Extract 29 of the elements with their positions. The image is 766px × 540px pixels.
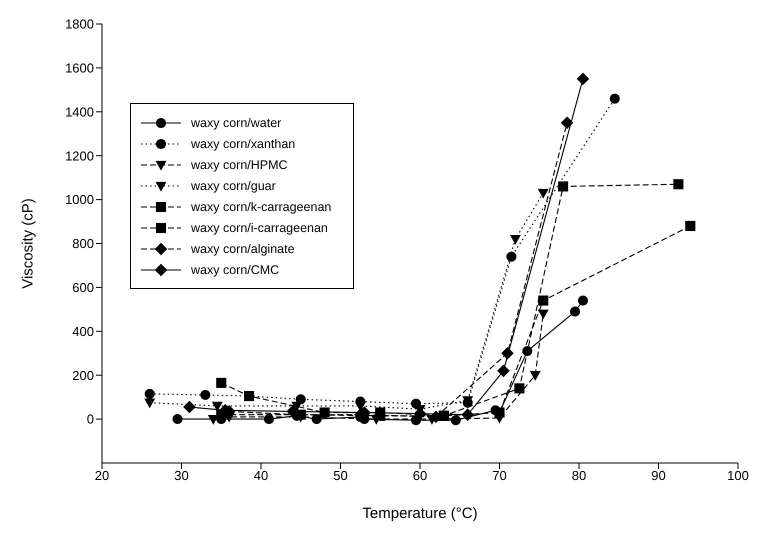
y-axis-title: Viscosity (cP): [19, 198, 36, 289]
y-tick-label: 1200: [65, 148, 94, 164]
legend-label: waxy corn/alginate: [191, 242, 295, 256]
legend-label: waxy corn/water: [191, 116, 282, 130]
y-tick-label: 1000: [65, 192, 94, 208]
x-axis-title: Temperature (°C): [362, 505, 478, 522]
x-tick-label: 30: [174, 468, 189, 484]
legend-label: waxy corn/k-carrageenan: [191, 200, 332, 214]
legend-label: waxy corn/xanthan: [191, 136, 296, 150]
x-tick-label: 90: [651, 468, 666, 484]
x-tick-label: 50: [333, 468, 348, 484]
y-tick-label: 0: [86, 412, 94, 427]
legend-label: waxy corn/guar: [191, 178, 276, 192]
y-tick-label: 800: [72, 236, 94, 252]
y-tick-label: 1400: [65, 104, 94, 120]
x-tick-label: 20: [94, 468, 110, 484]
y-tick-label: 600: [72, 280, 94, 296]
x-tick-label: 60: [412, 468, 428, 484]
x-tick-label: 40: [254, 468, 268, 484]
y-tick-label: 1600: [65, 60, 94, 76]
legend-label: waxy corn/i-carrageenan: [191, 220, 328, 234]
y-tick-label: 1800: [65, 16, 94, 32]
x-tick-label: 100: [727, 468, 749, 484]
y-tick-label: 200: [72, 368, 94, 383]
legend-label: waxy corn/CMC: [191, 262, 280, 276]
x-tick-label: 70: [492, 468, 507, 484]
legend-label: waxy corn/HPMC: [191, 158, 288, 172]
x-tick-label: 80: [572, 468, 586, 484]
y-tick-label: 400: [72, 324, 94, 339]
